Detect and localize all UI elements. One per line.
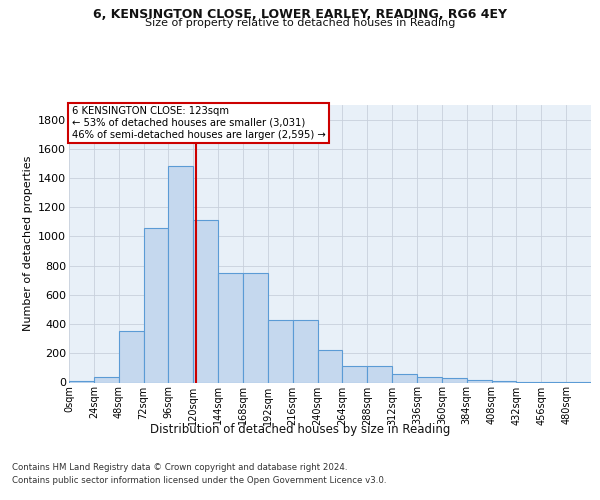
Bar	[343, 366, 367, 382]
Bar	[417, 376, 442, 382]
Bar	[119, 332, 143, 382]
Bar	[243, 273, 268, 382]
Bar	[467, 380, 491, 382]
Bar	[367, 366, 392, 382]
Bar	[442, 378, 467, 382]
Bar	[193, 220, 218, 382]
Text: Contains public sector information licensed under the Open Government Licence v3: Contains public sector information licen…	[12, 476, 386, 485]
Bar	[169, 166, 193, 382]
Bar	[491, 381, 517, 382]
Bar	[293, 320, 317, 382]
Text: Contains HM Land Registry data © Crown copyright and database right 2024.: Contains HM Land Registry data © Crown c…	[12, 462, 347, 471]
Bar	[392, 374, 417, 382]
Text: 6, KENSINGTON CLOSE, LOWER EARLEY, READING, RG6 4EY: 6, KENSINGTON CLOSE, LOWER EARLEY, READI…	[93, 8, 507, 20]
Bar	[218, 273, 243, 382]
Bar	[69, 381, 94, 382]
Bar	[143, 228, 169, 382]
Bar	[268, 320, 293, 382]
Text: 6 KENSINGTON CLOSE: 123sqm
← 53% of detached houses are smaller (3,031)
46% of s: 6 KENSINGTON CLOSE: 123sqm ← 53% of deta…	[71, 106, 325, 140]
Text: Size of property relative to detached houses in Reading: Size of property relative to detached ho…	[145, 18, 455, 28]
Text: Distribution of detached houses by size in Reading: Distribution of detached houses by size …	[150, 422, 450, 436]
Y-axis label: Number of detached properties: Number of detached properties	[23, 156, 32, 332]
Bar	[317, 350, 343, 382]
Bar	[94, 378, 119, 382]
